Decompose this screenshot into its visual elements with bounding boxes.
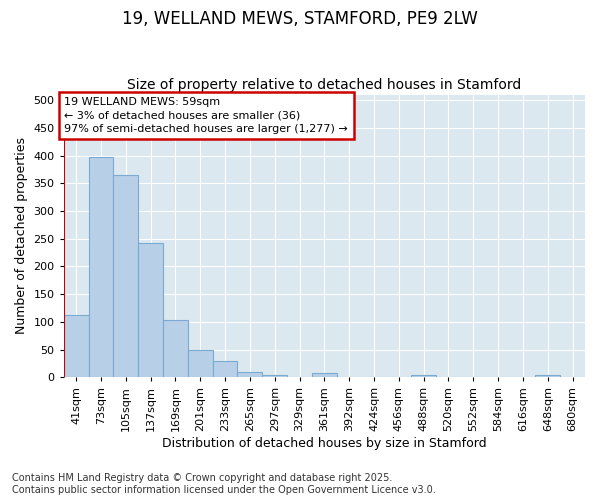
Bar xyxy=(163,320,188,378)
Y-axis label: Number of detached properties: Number of detached properties xyxy=(15,138,28,334)
Text: 19, WELLAND MEWS, STAMFORD, PE9 2LW: 19, WELLAND MEWS, STAMFORD, PE9 2LW xyxy=(122,10,478,28)
X-axis label: Distribution of detached houses by size in Stamford: Distribution of detached houses by size … xyxy=(162,437,487,450)
Bar xyxy=(312,374,337,378)
Bar xyxy=(212,361,238,378)
Text: Contains HM Land Registry data © Crown copyright and database right 2025.
Contai: Contains HM Land Registry data © Crown c… xyxy=(12,474,436,495)
Bar xyxy=(535,375,560,378)
Bar xyxy=(89,157,113,378)
Bar xyxy=(262,374,287,378)
Bar xyxy=(411,375,436,378)
Bar xyxy=(238,372,262,378)
Bar xyxy=(188,350,212,378)
Bar xyxy=(113,175,138,378)
Bar xyxy=(64,315,89,378)
Bar xyxy=(138,243,163,378)
Text: 19 WELLAND MEWS: 59sqm
← 3% of detached houses are smaller (36)
97% of semi-deta: 19 WELLAND MEWS: 59sqm ← 3% of detached … xyxy=(64,98,348,134)
Title: Size of property relative to detached houses in Stamford: Size of property relative to detached ho… xyxy=(127,78,521,92)
